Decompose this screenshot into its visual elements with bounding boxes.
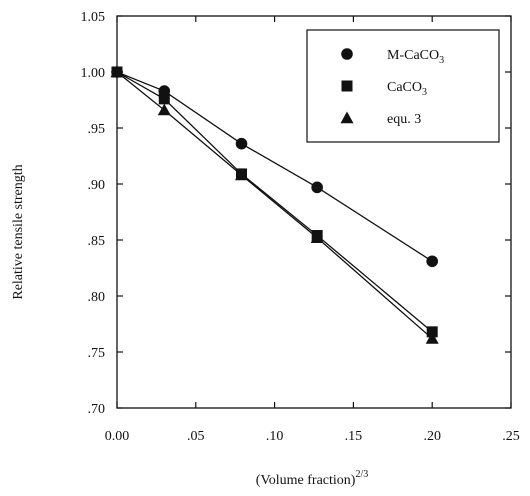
y-tick-label: 1.00 bbox=[81, 66, 106, 81]
y-tick-label: 1.05 bbox=[81, 10, 106, 25]
data-point-square bbox=[426, 326, 438, 338]
data-point-triangle bbox=[235, 168, 249, 181]
series-triangle bbox=[110, 65, 439, 344]
x-tick-label: .20 bbox=[423, 429, 441, 444]
x-tick-label: .15 bbox=[345, 429, 363, 444]
y-tick-label: .90 bbox=[88, 178, 106, 193]
data-point-triangle bbox=[110, 65, 124, 78]
x-axis-label: (Volume fraction)2/3 bbox=[256, 469, 368, 488]
legend-label: M-CaCO3 bbox=[387, 48, 444, 66]
x-tick-label: .05 bbox=[187, 429, 205, 444]
data-point-circle bbox=[311, 181, 323, 194]
data-point-circle bbox=[235, 137, 248, 150]
y-tick-label: .85 bbox=[88, 234, 106, 249]
legend-marker-circle bbox=[341, 48, 353, 60]
legend-label: equ. 3 bbox=[387, 112, 421, 127]
data-point-triangle bbox=[310, 231, 324, 243]
y-tick-label: .70 bbox=[88, 402, 106, 417]
x-tick-label: 0.00 bbox=[105, 429, 130, 444]
data-point-triangle bbox=[157, 103, 171, 116]
legend-label: CaCO3 bbox=[387, 80, 427, 98]
x-tick-label: .25 bbox=[502, 429, 520, 444]
x-tick-label: .10 bbox=[266, 429, 284, 444]
y-axis-label: Relative tensile strength bbox=[11, 164, 26, 299]
legend-box bbox=[306, 29, 500, 143]
data-point-square bbox=[158, 93, 170, 105]
y-tick-label: .95 bbox=[88, 122, 106, 137]
data-point-circle bbox=[426, 255, 439, 268]
data-point-triangle bbox=[425, 332, 439, 344]
ticks: 0.00 .05 .10 .15 .20 .25 .70 .75 .80 .85 .90 .95 1.0… bbox=[81, 10, 520, 444]
legend-marker-square bbox=[341, 80, 353, 92]
y-tick-label: .80 bbox=[88, 290, 106, 305]
legend: M-CaCO3 CaCO3 equ. 3 bbox=[306, 29, 500, 143]
series-circle bbox=[111, 66, 439, 268]
legend-marker-triangle bbox=[340, 111, 354, 124]
y-tick-label: .75 bbox=[88, 346, 106, 361]
axes bbox=[116, 15, 512, 409]
series-layer bbox=[110, 65, 439, 344]
plot-frame bbox=[116, 15, 512, 409]
